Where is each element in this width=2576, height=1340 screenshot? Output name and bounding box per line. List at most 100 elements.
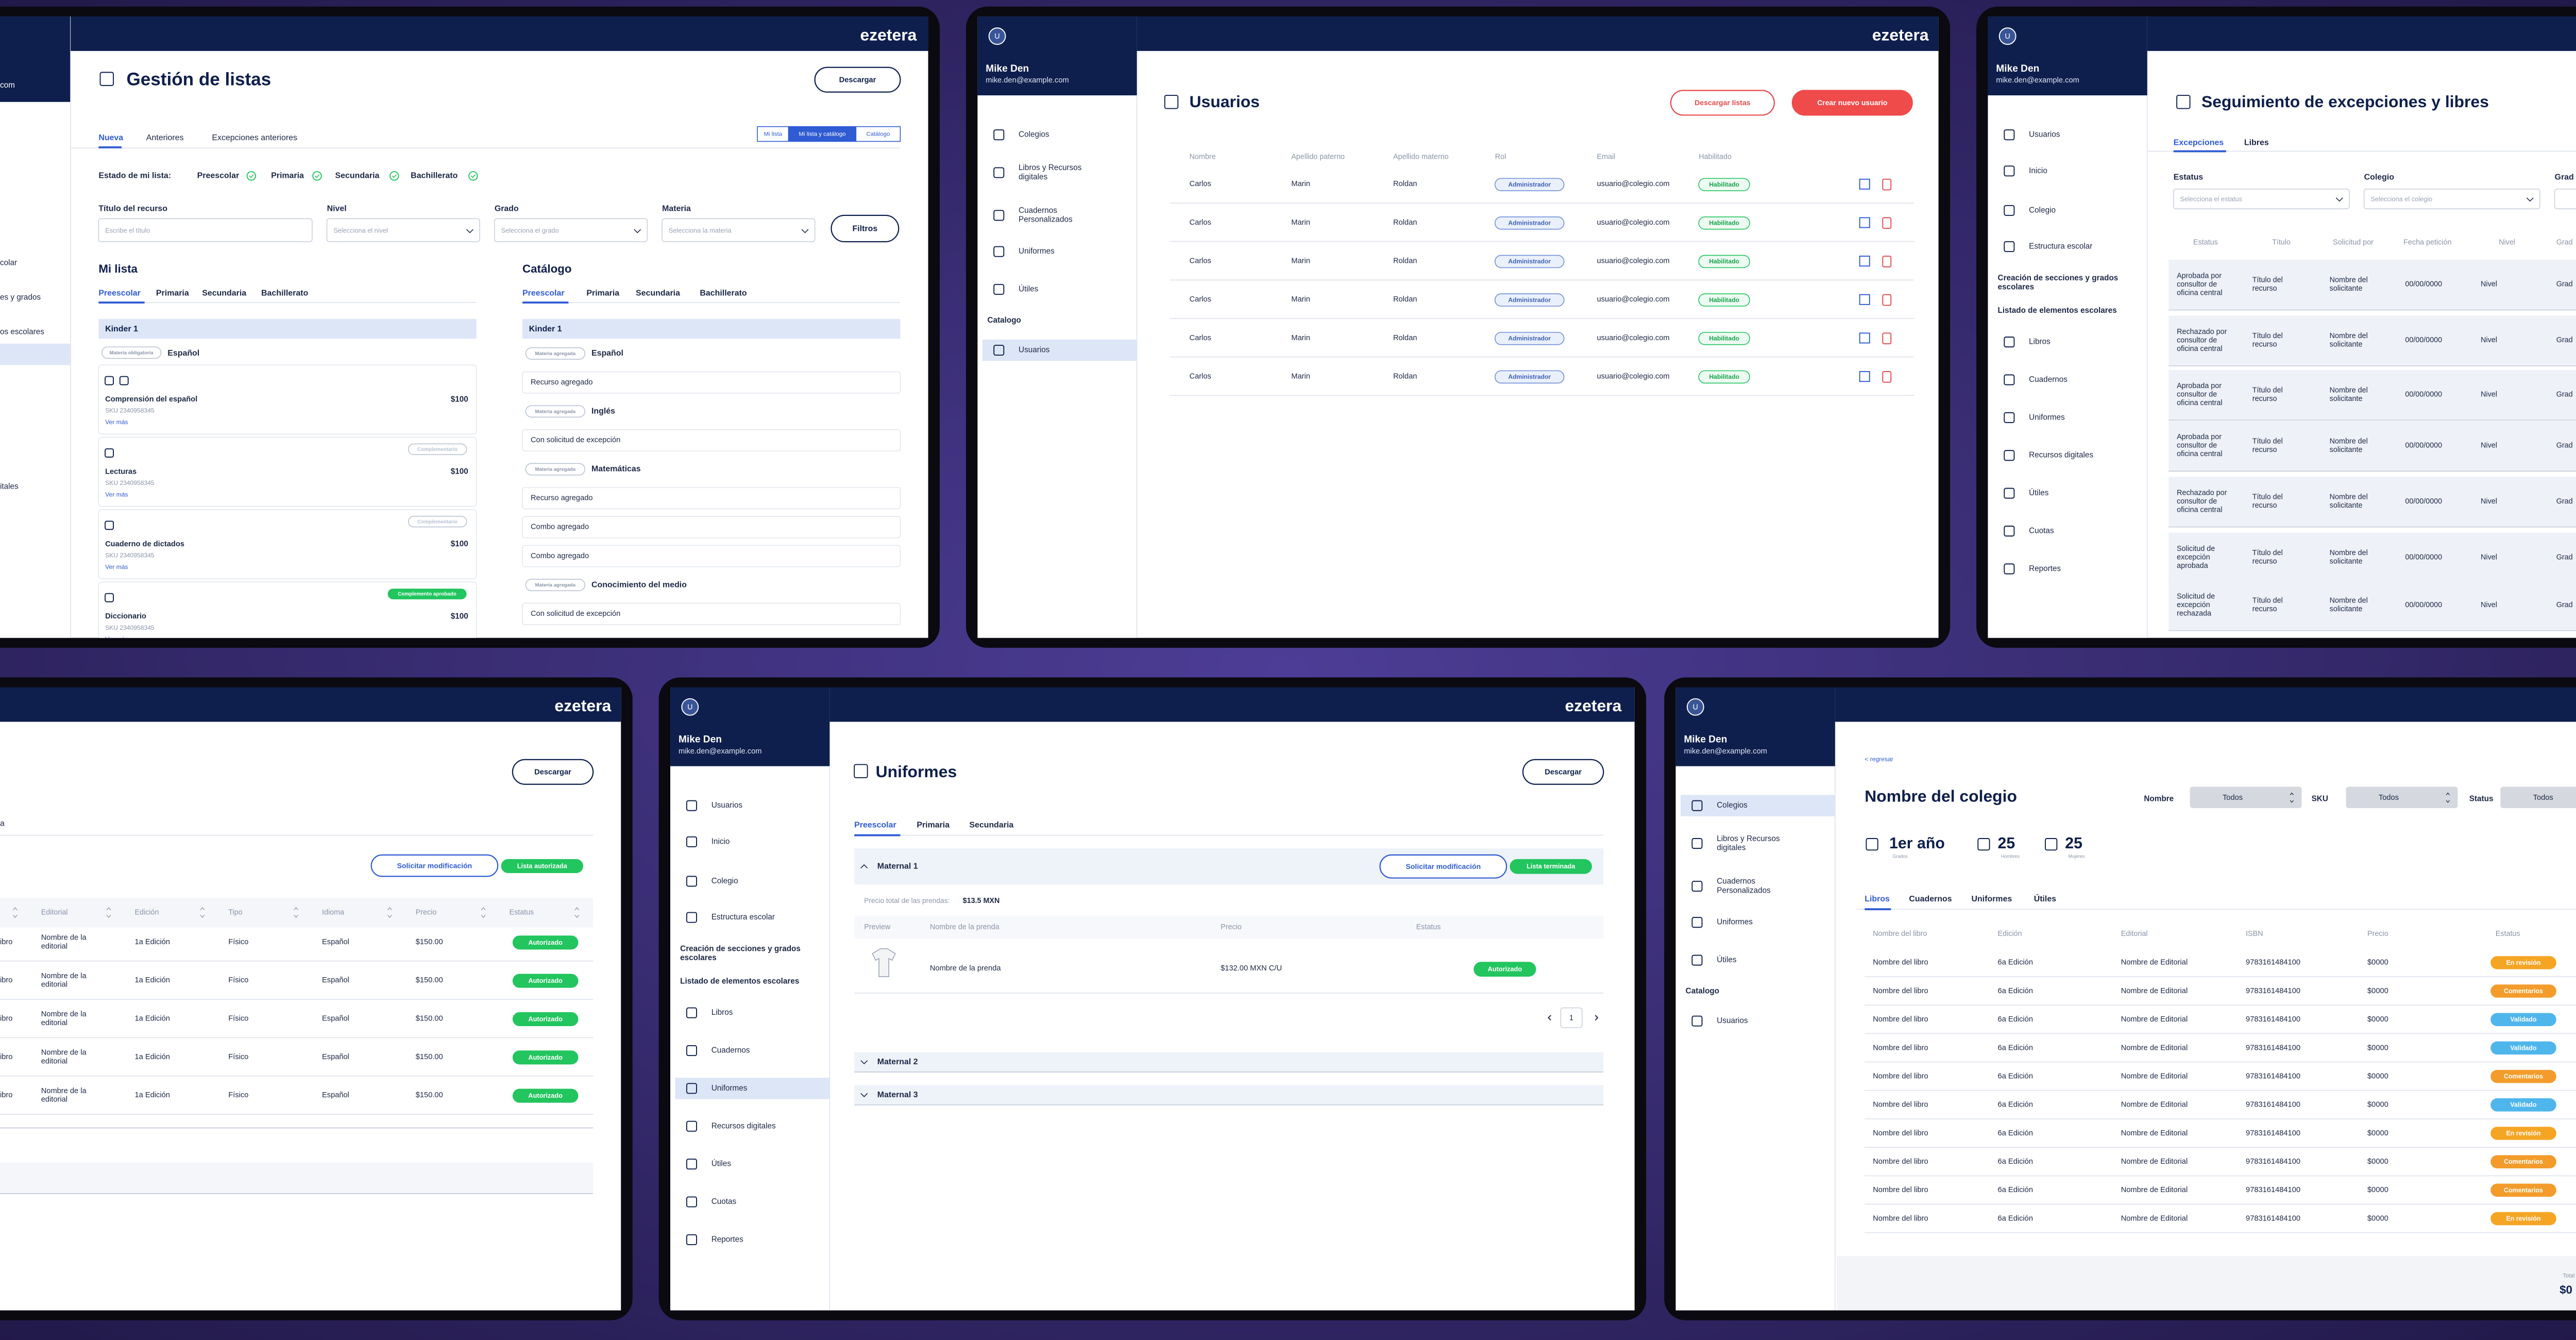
- nav-label[interactable]: Colegios: [1019, 130, 1049, 139]
- tab-label[interactable]: Preescolar: [854, 821, 896, 830]
- tab-label[interactable]: Anteriores: [146, 133, 184, 142]
- nav-label[interactable]: Recursos digitales: [2029, 451, 2093, 460]
- button[interactable]: Solicitar modificación: [370, 854, 499, 877]
- tab[interactable]: Excepciones: [2174, 139, 2226, 153]
- delete-button[interactable]: [1882, 332, 1892, 345]
- select-shape[interactable]: [2173, 189, 2350, 209]
- nav-label[interactable]: Libros: [711, 1008, 733, 1017]
- delete-button[interactable]: [1882, 371, 1892, 383]
- edit-button[interactable]: [1859, 256, 1870, 267]
- placeholder[interactable]: Selecciona el nivel: [333, 227, 388, 234]
- delete-icon[interactable]: [1882, 332, 1892, 345]
- filter-input[interactable]: Selecciona la materia: [662, 218, 816, 242]
- edit-icon[interactable]: [1859, 294, 1870, 305]
- nav-label[interactable]: Cuadernos Personalizados: [1019, 206, 1073, 224]
- nav-label[interactable]: Usuarios: [1717, 1016, 1748, 1025]
- nav-label[interactable]: Útiles: [2029, 489, 2049, 497]
- tab-label[interactable]: Primaria: [586, 289, 619, 298]
- tab-label[interactable]: Uniformes: [1972, 895, 2012, 903]
- nav-label[interactable]: Usuarios: [1019, 346, 1050, 355]
- nav-label[interactable]: Útiles: [1717, 956, 1737, 964]
- tab-label[interactable]: Secundaria: [202, 289, 246, 298]
- button-shape[interactable]: [831, 214, 900, 243]
- button[interactable]: Filtros: [831, 214, 900, 243]
- placeholder[interactable]: Selecciona la materia: [669, 227, 732, 234]
- button-shape[interactable]: [370, 854, 499, 877]
- tab-label[interactable]: Preescolar: [522, 289, 565, 298]
- nav-item[interactable]: Libros: [686, 1007, 733, 1018]
- tab-label[interactable]: Primaria: [156, 289, 189, 298]
- tab-label[interactable]: Libres: [2244, 139, 2269, 147]
- tab[interactable]: Libres: [2244, 139, 2269, 147]
- edit-button[interactable]: [1859, 294, 1870, 305]
- see-more-link[interactable]: Ver más: [105, 491, 128, 498]
- tab[interactable]: Secundaria: [969, 821, 1013, 830]
- tab[interactable]: Bachillerato: [261, 289, 308, 298]
- nav-item[interactable]: Cuotas: [2004, 525, 2054, 537]
- nav-label[interactable]: Colegio: [2029, 206, 2056, 214]
- button-label[interactable]: Filtros: [853, 225, 878, 233]
- toggle-label[interactable]: Mi lista y catálogo: [799, 131, 845, 138]
- filter-select[interactable]: Selecciona el estatus: [2173, 189, 2350, 209]
- button-label[interactable]: Descargar listas: [1694, 98, 1750, 107]
- delete-button[interactable]: [1882, 217, 1892, 229]
- nav-label[interactable]: Inicio: [2029, 166, 2047, 175]
- tab-label[interactable]: Bachillerato: [700, 289, 747, 298]
- nav-item[interactable]: Colegios: [993, 129, 1049, 141]
- input-shape[interactable]: [98, 218, 313, 242]
- tab[interactable]: Preescolar: [98, 289, 145, 304]
- select-shape[interactable]: [2190, 786, 2302, 808]
- nav-item[interactable]: Uniformes: [2004, 412, 2065, 423]
- tab[interactable]: Primaria: [586, 289, 619, 298]
- select-value[interactable]: Todos: [2379, 794, 2399, 802]
- nav-item[interactable]: Útiles: [2004, 488, 2049, 499]
- button-label[interactable]: Descargar: [534, 768, 571, 777]
- nav-item[interactable]: Recursos digitales: [2004, 450, 2093, 461]
- nav-item[interactable]: Uniformes: [1691, 917, 1753, 928]
- button-shape[interactable]: [1670, 90, 1775, 116]
- button-shape[interactable]: [1379, 854, 1507, 879]
- tab-label[interactable]: Útiles: [2034, 894, 2057, 903]
- toggle-label[interactable]: Mi lista: [764, 131, 782, 138]
- tab-label[interactable]: Primaria: [917, 821, 950, 830]
- nav-item[interactable]: Usuarios: [982, 339, 1137, 361]
- nav-label[interactable]: Reportes: [711, 1235, 743, 1244]
- tab-label[interactable]: Nueva: [98, 133, 123, 142]
- button-label[interactable]: Solicitar modificación: [1406, 862, 1481, 870]
- view-toggle[interactable]: Mi lista: [757, 126, 789, 142]
- tab[interactable]: Bachillerato: [700, 289, 747, 298]
- select-shape[interactable]: [2346, 786, 2458, 808]
- tab-label[interactable]: Libros: [1865, 895, 1890, 903]
- toggle-shape[interactable]: [757, 126, 789, 142]
- select-value[interactable]: Todos: [2223, 794, 2243, 802]
- nav-item[interactable]: Cuadernos: [686, 1045, 750, 1057]
- nav-item[interactable]: Recursos digitales: [686, 1120, 776, 1132]
- tab[interactable]: Útiles: [2034, 894, 2057, 903]
- toggle-shape[interactable]: [788, 126, 857, 142]
- nav-label[interactable]: Colegio: [711, 877, 738, 885]
- nav-item[interactable]: Cuotas: [686, 1196, 737, 1208]
- nav-item[interactable]: Inicio: [2004, 165, 2047, 177]
- nav-label[interactable]: Recursos digitales: [711, 1121, 776, 1130]
- filter-select[interactable]: Todos: [2346, 786, 2458, 808]
- tab-label[interactable]: Preescolar: [98, 289, 141, 298]
- nav-item[interactable]: Colegio: [686, 876, 738, 887]
- tab[interactable]: Excepciones anteriores: [212, 133, 297, 142]
- tab[interactable]: Preescolar: [522, 289, 569, 304]
- edit-button[interactable]: [1859, 371, 1870, 382]
- nav-item[interactable]: Usuarios: [2004, 129, 2060, 141]
- nav-item[interactable]: Estructura escolar: [686, 912, 775, 923]
- button-label[interactable]: Descargar: [839, 76, 876, 85]
- edit-icon[interactable]: [1859, 332, 1870, 344]
- nav-item[interactable]: Libros y Recursos digitales: [1691, 834, 1782, 852]
- nav-item[interactable]: Útiles: [1691, 954, 1737, 966]
- nav-label[interactable]: Uniformes: [2029, 413, 2065, 422]
- input-shape[interactable]: [494, 218, 648, 242]
- nav-label[interactable]: Inicio: [711, 837, 730, 846]
- nav-label[interactable]: Uniformes: [1019, 247, 1055, 256]
- tab-label[interactable]: Secundaria: [636, 289, 680, 298]
- nav-item[interactable]: Inicio: [686, 836, 730, 847]
- placeholder[interactable]: Selecciona el colegio: [2370, 195, 2432, 203]
- delete-icon[interactable]: [1882, 217, 1892, 229]
- input-shape[interactable]: [326, 218, 480, 242]
